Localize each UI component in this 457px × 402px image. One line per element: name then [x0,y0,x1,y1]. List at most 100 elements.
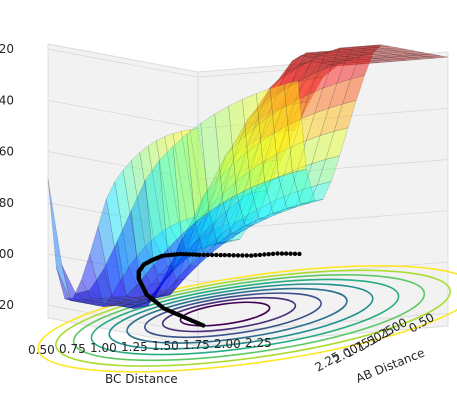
surface-patch [278,172,302,209]
surface-patch [233,188,257,225]
trajectory-point [240,253,245,258]
surface-patch [158,262,182,276]
surface-patch [320,50,343,54]
surface-patch [247,180,271,216]
surface-patch [242,161,266,196]
surface-patch [266,86,291,119]
surface-patch [205,223,230,248]
surface-patch [244,190,268,221]
surface-patch [103,294,127,308]
surface-patch [242,93,265,188]
surface-patch [158,240,182,286]
surface-patch [103,240,127,298]
contour-projection [37,264,457,373]
surface-patch [250,160,274,194]
surface-patch [384,58,407,62]
surface-patch [258,108,282,144]
surface-patch [359,53,382,58]
grid-line-z [47,202,449,232]
surface-patch [158,145,182,250]
trajectory-point [194,252,199,257]
surface-patch [384,47,407,51]
x-tick-label: 1.50 [152,339,179,353]
surface-patch [100,301,124,305]
surface-patch [222,219,246,243]
surface-patch [258,159,282,192]
grid-line-z [47,253,449,283]
surface-patch [375,45,399,50]
surface-patch [178,219,202,252]
surface-patch [167,256,190,268]
surface-patch [259,212,282,220]
surface-patch [239,106,263,142]
surface-patch [397,57,421,61]
surface-patch [156,136,179,227]
surface-patch [205,208,230,248]
x-tick-label: 2.25 [245,336,272,350]
surface-patch [75,289,99,300]
surface-patch [181,129,204,218]
surface-patch [367,44,390,48]
surface-patch [314,82,338,114]
surface-patch [361,47,385,51]
surface-patch [275,81,299,111]
surface-patch [292,52,315,62]
surface-patch [217,140,240,181]
surface-patch [286,101,310,131]
trajectory-point [190,252,196,257]
surface-patch [186,216,210,249]
surface-patch [214,105,238,203]
contour-line [37,264,457,373]
surface-patch [156,260,179,293]
surface-patch [292,77,316,105]
trajectory-point [284,251,289,256]
surface-patch [272,67,296,95]
surface-patch [164,251,188,295]
surface-patch [347,48,371,52]
surface-patch [228,192,252,224]
surface-patch [305,62,330,81]
surface-patch [283,80,307,173]
surface-patch [244,117,268,155]
surface-patch [242,160,266,199]
surface-patch [128,298,151,303]
surface-patch [283,140,307,175]
surface-patch [328,78,352,109]
x-tick-label: 0.75 [59,342,86,356]
trajectory-point [187,252,192,257]
surface-patch [236,191,260,222]
surface-patch [222,153,246,195]
surface-patch [389,55,412,60]
surface-patch [339,46,362,50]
surface-patch [261,106,285,139]
surface-patch [236,187,260,227]
surface-patch [322,54,346,58]
surface-patch [267,193,291,219]
surface-patch [175,212,199,257]
surface-patch [219,197,243,236]
surface-patch [269,104,293,135]
surface-patch [325,47,349,54]
surface-patch [211,223,235,253]
surface-patch [214,153,238,192]
surface-patch [70,299,93,303]
surface-patch [47,179,71,301]
surface-patch [208,165,232,208]
surface-patch [264,130,288,163]
surface-patch [278,118,302,154]
surface-patch [264,72,288,102]
surface-patch [236,119,260,154]
surface-patch [233,109,257,144]
surface-patch [342,61,365,66]
surface-patch [111,280,135,309]
x-tick-label: 1.25 [121,340,148,354]
surface-patch [250,133,274,171]
surface-patch [261,76,285,107]
trajectory-point [201,252,206,258]
surface-patch [272,129,296,161]
surface-patch [200,113,224,213]
surface-patch [336,53,360,57]
surface-patch [194,211,218,255]
surface-patch [266,84,291,115]
x-tick-label: 0.50 [28,343,55,357]
